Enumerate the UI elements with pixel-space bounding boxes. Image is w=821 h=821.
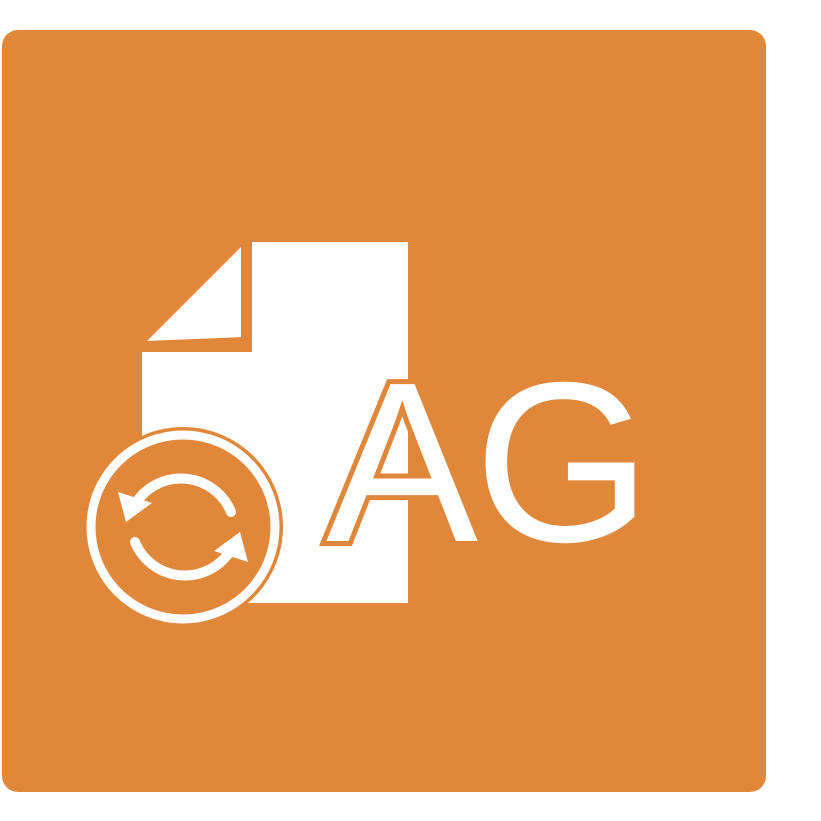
letters-group: AG <box>321 331 656 595</box>
sync-arrows-icon <box>83 427 283 627</box>
icon-letters: AG <box>326 336 647 590</box>
